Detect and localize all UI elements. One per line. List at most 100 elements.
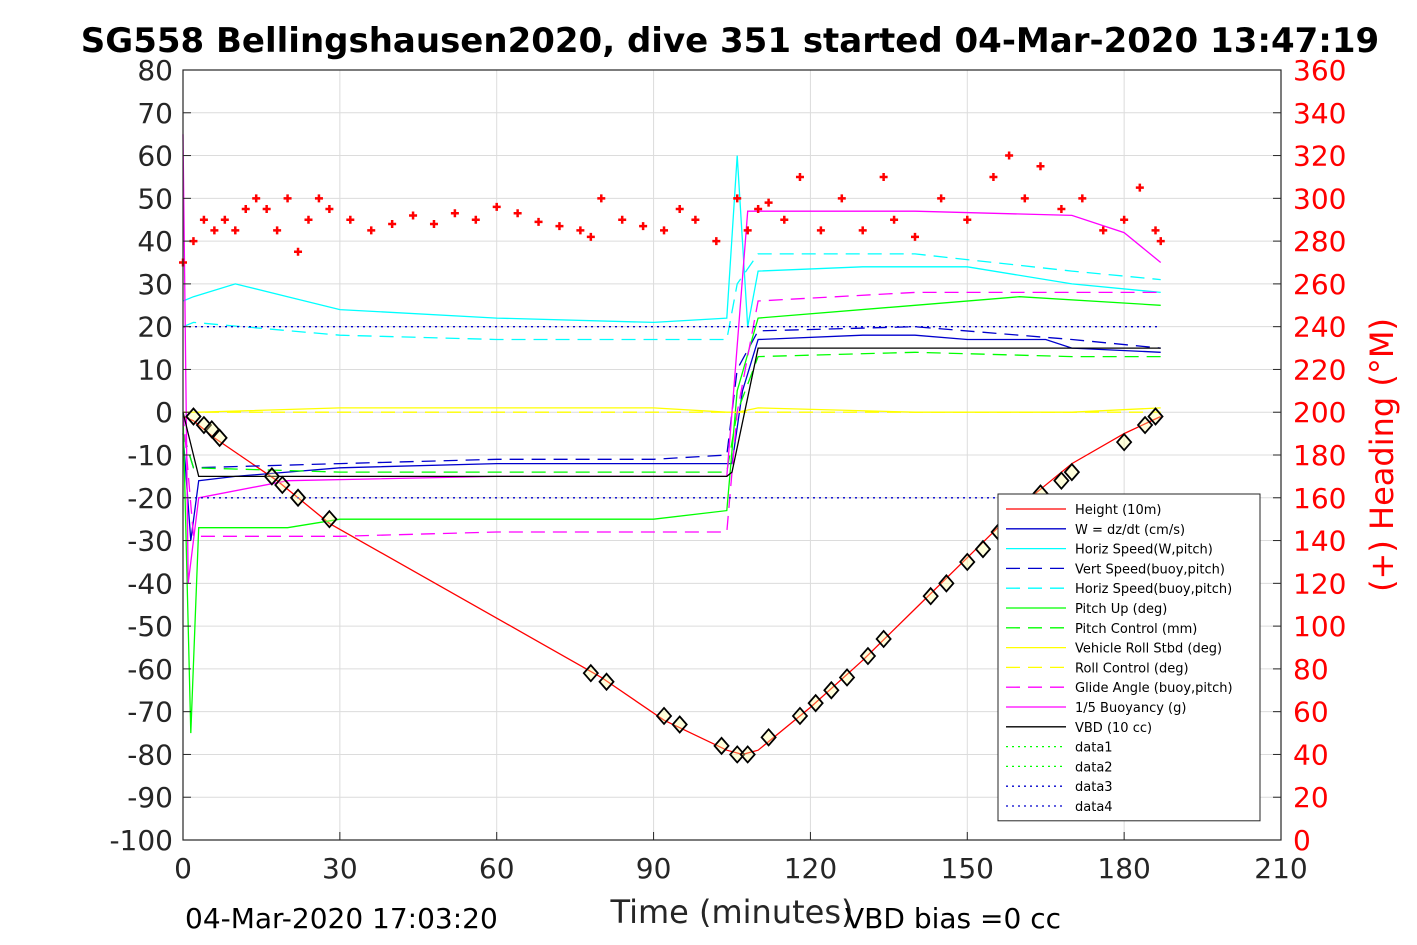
y-right-tick-label: 340 xyxy=(1293,97,1346,130)
heading-point xyxy=(733,194,742,203)
y-tick-label: 30 xyxy=(137,268,173,301)
legend-entry: data2 xyxy=(1075,760,1113,775)
y-tick-label: 60 xyxy=(137,140,173,173)
legend-entry: Horiz Speed(buoy,pitch) xyxy=(1075,582,1232,597)
heading-layer xyxy=(179,151,1165,267)
heading-point xyxy=(1057,205,1066,214)
heading-point xyxy=(1135,183,1144,192)
legend-entry: data4 xyxy=(1075,800,1113,815)
legend-entry: Roll Control (deg) xyxy=(1075,661,1189,676)
x-tick-label: 120 xyxy=(784,852,837,885)
y-tick-label: 40 xyxy=(137,225,173,258)
heading-point xyxy=(1078,194,1087,203)
depth-marker xyxy=(195,415,213,435)
y-right-tick-label: 360 xyxy=(1293,54,1346,87)
y-tick-label: 20 xyxy=(137,311,173,344)
heading-point xyxy=(1151,226,1160,235)
depth-marker xyxy=(671,715,688,734)
heading-point xyxy=(210,226,219,235)
y-right-tick-label: 100 xyxy=(1293,610,1346,643)
series-line-6 xyxy=(182,296,1161,734)
heading-point xyxy=(1120,215,1129,224)
heading-point xyxy=(576,226,585,235)
legend-entry: Pitch Up (deg) xyxy=(1075,602,1167,617)
series-line-3 xyxy=(182,155,1161,327)
y-tick-label: 50 xyxy=(137,182,173,215)
series-line-8 xyxy=(183,407,1161,413)
y-right-tick-label: 200 xyxy=(1293,396,1346,429)
y-tick-label: 0 xyxy=(155,396,173,429)
heading-point xyxy=(618,215,627,224)
heading-point xyxy=(1020,194,1029,203)
y-tick-label: 70 xyxy=(137,97,173,130)
y-right-tick-label: 0 xyxy=(1293,824,1311,857)
y-right-tick-label: 120 xyxy=(1293,567,1346,600)
depth-marker xyxy=(289,488,307,508)
heading-point xyxy=(231,226,240,235)
y-right-tick-label: 80 xyxy=(1293,653,1329,686)
y-tick-label: -20 xyxy=(127,482,173,515)
heading-point xyxy=(691,215,700,224)
heading-point xyxy=(963,215,972,224)
depth-marker xyxy=(203,419,220,439)
depth-marker xyxy=(823,680,840,700)
depth-marker xyxy=(922,586,939,606)
heading-point xyxy=(675,205,684,214)
depth-marker xyxy=(1147,407,1164,426)
heading-point xyxy=(513,209,522,218)
heading-point xyxy=(837,194,846,203)
series-layer xyxy=(182,134,1162,756)
depth-marker xyxy=(739,745,756,764)
depth-marker xyxy=(974,539,992,559)
y-right-tick-label: 320 xyxy=(1293,140,1346,173)
heading-point xyxy=(937,194,946,203)
legend-entry: Horiz Speed(W,pitch) xyxy=(1075,543,1213,558)
heading-point xyxy=(252,194,261,203)
y-right-tick-label: 300 xyxy=(1293,182,1346,215)
heading-point xyxy=(304,215,313,224)
depth-marker xyxy=(321,509,338,529)
y-tick-label: -70 xyxy=(127,696,173,729)
heading-point xyxy=(816,226,825,235)
y-tick-label: -10 xyxy=(127,439,173,472)
heading-point xyxy=(597,194,606,203)
x-tick-label: 210 xyxy=(1254,852,1307,885)
legend: Height (10m) W = dz/dt (cm/s) Horiz Speed(… xyxy=(997,493,1261,822)
heading-point xyxy=(283,194,292,203)
y-right-tick-label: 140 xyxy=(1293,525,1346,558)
y-tick-label: 80 xyxy=(137,54,173,87)
legend-entry: Vert Speed(buoy,pitch) xyxy=(1075,562,1225,577)
legend-entry: W = dz/dt (cm/s) xyxy=(1075,523,1185,538)
legend-entry: data1 xyxy=(1075,741,1113,756)
heading-point xyxy=(450,209,459,218)
heading-point xyxy=(795,172,804,181)
heading-point xyxy=(294,247,303,256)
y-tick-label: -50 xyxy=(127,610,173,643)
depth-marker xyxy=(263,467,281,486)
y-tick-label: -30 xyxy=(127,525,173,558)
legend-entry: Vehicle Roll Stbd (deg) xyxy=(1075,642,1222,657)
y-axis-right-label: (+) Heading (°M) xyxy=(1363,318,1401,592)
heading-point xyxy=(471,215,480,224)
heading-point xyxy=(409,211,418,220)
heading-point xyxy=(660,226,669,235)
y-right-tick-label: 20 xyxy=(1293,781,1329,814)
y-right-tick-label: 240 xyxy=(1293,311,1346,344)
depth-marker xyxy=(959,552,976,572)
depth-marker xyxy=(598,672,615,692)
heading-point xyxy=(555,222,564,231)
depth-marker xyxy=(185,407,202,426)
depth-marker-layer xyxy=(185,407,1164,764)
heading-point xyxy=(534,217,543,226)
heading-point xyxy=(273,226,282,235)
heading-point xyxy=(890,215,899,224)
legend-entry: data3 xyxy=(1075,780,1113,795)
heading-point xyxy=(429,220,438,228)
heading-point xyxy=(586,232,595,241)
y-tick-label: 10 xyxy=(137,353,173,386)
heading-point xyxy=(743,226,752,235)
depth-marker xyxy=(807,693,824,713)
y-tick-label: -80 xyxy=(127,738,173,771)
x-axis-label: Time (minutes) xyxy=(610,893,854,931)
legend-entry: Glide Angle (buoy,pitch) xyxy=(1075,681,1233,696)
